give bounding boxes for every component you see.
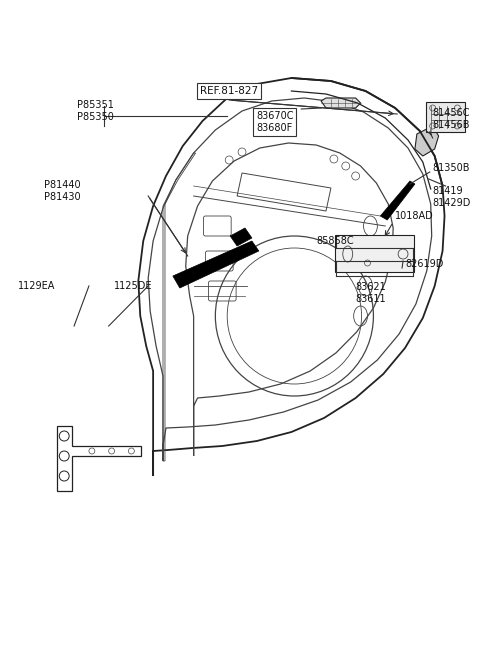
Polygon shape <box>380 181 415 220</box>
Text: P81440
P81430: P81440 P81430 <box>45 180 81 202</box>
Text: 83670C
83680F: 83670C 83680F <box>256 111 293 133</box>
Text: 1018AD: 1018AD <box>395 211 434 221</box>
Text: P85351
P85350: P85351 P85350 <box>77 100 114 122</box>
FancyBboxPatch shape <box>426 102 465 132</box>
Text: 1125DE: 1125DE <box>114 281 152 291</box>
Text: 1129EA: 1129EA <box>18 281 55 291</box>
FancyBboxPatch shape <box>335 235 414 272</box>
Text: 81350B: 81350B <box>432 163 470 173</box>
Polygon shape <box>321 98 360 108</box>
Polygon shape <box>173 241 259 288</box>
Polygon shape <box>415 126 439 156</box>
Text: REF.81-827: REF.81-827 <box>200 86 258 96</box>
Polygon shape <box>230 228 252 246</box>
Text: 81456C
81456B: 81456C 81456B <box>432 108 470 130</box>
Text: 83621
83611: 83621 83611 <box>355 282 386 304</box>
Text: 82619D: 82619D <box>405 259 444 269</box>
Text: 85858C: 85858C <box>316 236 354 246</box>
Text: 81419
81429D: 81419 81429D <box>432 186 471 209</box>
